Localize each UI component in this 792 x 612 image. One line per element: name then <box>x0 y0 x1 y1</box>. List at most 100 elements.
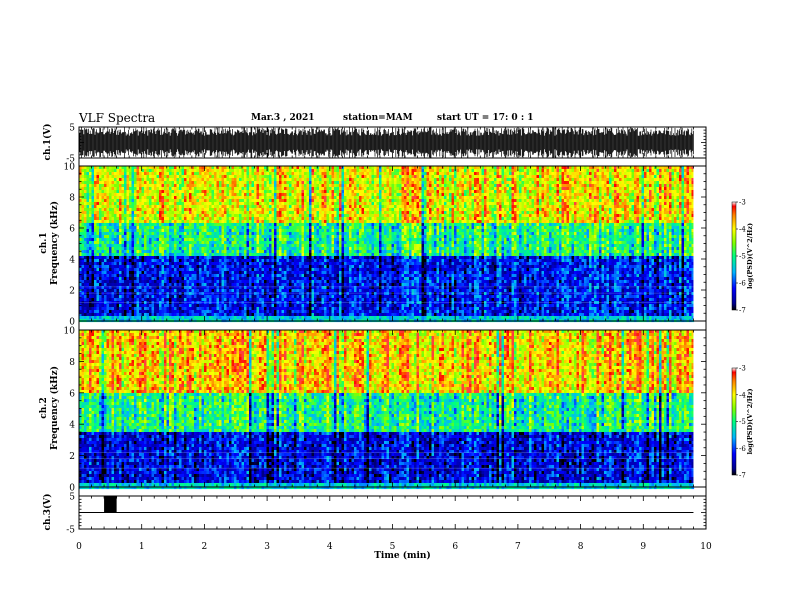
spectrogram-cell <box>166 223 170 227</box>
spectrogram-cell <box>169 289 172 293</box>
spectrogram-cell <box>144 241 147 245</box>
spectrogram-cell <box>96 217 100 221</box>
spectrogram-cell <box>221 208 225 212</box>
spectrogram-cell <box>149 184 152 188</box>
spectrogram-cell <box>89 289 92 293</box>
spectrogram-cell <box>186 280 190 284</box>
spectrogram-cell <box>256 184 260 188</box>
spectrogram-cell <box>219 220 222 224</box>
spectrogram-cell <box>211 283 215 287</box>
spectrogram-cell <box>264 259 267 263</box>
spectrogram-cell <box>91 226 95 230</box>
spectrogram-cell <box>309 199 312 203</box>
spectrogram-cell <box>226 193 230 197</box>
spectrogram-cell <box>284 283 287 287</box>
spectrogram-cell <box>91 214 95 218</box>
spectrogram-cell <box>104 217 107 221</box>
spectrogram-cell <box>219 274 222 278</box>
spectrogram-cell <box>279 214 282 218</box>
spectrogram-cell <box>161 316 165 320</box>
spectrogram-cell <box>281 259 285 263</box>
spectrogram-cell <box>91 229 95 233</box>
spectrogram-cell <box>149 304 152 308</box>
spectrogram-cell <box>189 217 192 221</box>
spectrogram-cell <box>146 247 150 251</box>
spectrogram-cell <box>159 280 162 284</box>
spectrogram-cell <box>239 202 242 206</box>
spectrogram-cell <box>254 217 257 221</box>
spectrogram-cell <box>144 190 147 194</box>
spectrogram-cell <box>299 295 302 299</box>
spectrogram-cell <box>314 280 317 284</box>
spectrogram-cell <box>186 274 190 278</box>
spectrogram-cell <box>131 247 135 251</box>
spectrogram-cell <box>141 181 145 185</box>
spectrogram-cell <box>249 238 252 242</box>
spectrogram-cell <box>306 184 310 188</box>
spectrogram-cell <box>204 244 207 248</box>
spectrogram-cell <box>161 172 165 176</box>
spectrogram-cell <box>106 307 110 311</box>
spectrogram-cell <box>146 265 150 269</box>
spectrogram-cell <box>196 277 200 281</box>
spectrogram-cell <box>284 220 287 224</box>
spectrogram-cell <box>291 277 295 281</box>
spectrogram-cell <box>254 298 257 302</box>
spectrogram-cell <box>301 184 305 188</box>
spectrogram-cell <box>251 271 255 275</box>
spectrogram-cell <box>251 307 255 311</box>
spectrogram-cell <box>261 217 265 221</box>
spectrogram-cell <box>239 181 242 185</box>
spectrogram-cell <box>129 271 132 275</box>
spectrogram-cell <box>201 304 205 308</box>
spectrogram-cell <box>181 190 185 194</box>
spectrogram-cell <box>206 178 210 182</box>
spectrogram-cell <box>199 271 202 275</box>
spectrogram-cell <box>294 208 297 212</box>
spectrogram-cell <box>151 175 155 179</box>
spectrogram-cell <box>84 220 87 224</box>
spectrogram-cell <box>141 292 145 296</box>
spectrogram-cell <box>86 280 90 284</box>
spectrogram-cell <box>269 247 272 251</box>
spectrogram-cell <box>246 223 250 227</box>
spectrogram-cell <box>311 166 315 170</box>
spectrogram-cell <box>286 283 290 287</box>
spectrogram-cell <box>314 262 317 266</box>
spectrogram-cell <box>206 214 210 218</box>
spectrogram-cell <box>284 259 287 263</box>
spectrogram-cell <box>164 307 167 311</box>
spectrogram-cell <box>299 232 302 236</box>
spectrogram-cell <box>216 295 220 299</box>
spectrogram-cell <box>194 193 197 197</box>
spectrogram-cell <box>121 208 125 212</box>
spectrogram-cell <box>156 253 160 257</box>
spectrogram-cell <box>154 187 157 191</box>
spectrogram-cell <box>276 292 280 296</box>
spectrogram-cell <box>126 217 130 221</box>
spectrogram-cell <box>251 268 255 272</box>
spectrogram-cell <box>259 196 262 200</box>
spectrogram-cell <box>186 313 190 317</box>
spectrogram-cell <box>99 307 102 311</box>
spectrogram-cell <box>84 241 87 245</box>
spectrogram-cell <box>244 295 247 299</box>
spectrogram-cell <box>286 178 290 182</box>
spectrogram-cell <box>306 235 310 239</box>
spectrogram-cell <box>101 205 105 209</box>
spectrogram-cell <box>221 193 225 197</box>
spectrogram-cell <box>229 220 232 224</box>
spectrogram-cell <box>221 184 225 188</box>
spectrogram-cell <box>206 286 210 290</box>
spectrogram-cell <box>264 247 267 251</box>
spectrogram-cell <box>316 238 320 242</box>
spectrogram-cell <box>91 307 95 311</box>
spectrogram-cell <box>199 259 202 263</box>
spectrogram-cell <box>229 268 232 272</box>
spectrogram-cell <box>136 226 140 230</box>
spectrogram-cell <box>129 295 132 299</box>
spectrogram-cell <box>169 226 172 230</box>
spectrogram-cell <box>129 307 132 311</box>
spectrogram-cell <box>81 286 85 290</box>
spectrogram-cell <box>274 277 277 281</box>
